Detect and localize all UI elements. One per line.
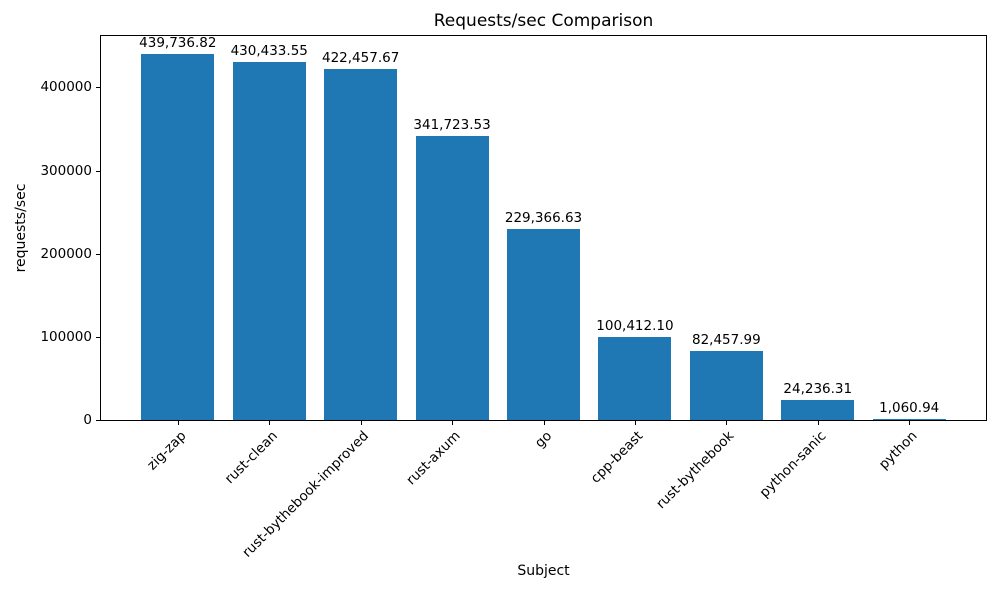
- x-tick-mark: [177, 421, 179, 425]
- y-tick-mark: [96, 420, 100, 421]
- bar: [324, 68, 398, 420]
- y-axis-label: requests/sec: [13, 183, 29, 273]
- y-tick-label: 300000: [40, 162, 92, 179]
- x-tick-label: python-sanic: [756, 428, 830, 501]
- bar-value-label: 1,060.94: [879, 400, 940, 416]
- bar-value-label: 422,457.67: [321, 49, 400, 66]
- x-tick-mark: [543, 421, 545, 425]
- bar: [415, 135, 489, 420]
- x-tick-mark: [909, 421, 911, 425]
- bar-value-label: 430,433.55: [230, 43, 308, 60]
- chart-title: Requests/sec Comparison: [433, 11, 654, 31]
- y-tick-mark: [96, 253, 100, 255]
- x-tick-mark: [726, 421, 728, 425]
- bar: [872, 419, 946, 420]
- x-tick-label: cpp-beast: [587, 428, 647, 487]
- x-tick-label: python: [875, 428, 921, 473]
- bar-value-label: 229,366.63: [504, 210, 583, 227]
- x-tick-mark: [634, 421, 636, 425]
- x-axis-label: Subject: [517, 563, 570, 579]
- bar-value-label: 100,412.10: [596, 317, 674, 334]
- bar-value-label: 82,457.99: [691, 332, 761, 349]
- bar: [506, 229, 581, 420]
- bar: [232, 62, 306, 420]
- x-tick-label: go: [531, 428, 555, 452]
- x-tick-mark: [360, 421, 362, 425]
- y-tick-label: 100000: [40, 328, 92, 345]
- x-tick-mark: [269, 421, 271, 425]
- x-tick-label: rust-bythebook: [653, 428, 738, 513]
- bar: [781, 399, 855, 420]
- y-tick-label: 400000: [40, 79, 92, 96]
- bar: [141, 54, 215, 420]
- bar-value-label: 341,723.53: [413, 116, 491, 133]
- bar-value-label: 439,736.82: [139, 35, 217, 52]
- x-tick-mark: [817, 421, 819, 425]
- x-tick-mark: [452, 421, 454, 425]
- plot-area: 439,736.82 430,433.55 422,457.67 341,723.53…: [100, 35, 987, 421]
- y-tick-mark: [96, 87, 100, 89]
- y-tick-mark: [96, 170, 100, 172]
- bar: [689, 351, 763, 420]
- y-tick-mark: [96, 336, 100, 338]
- x-tick-label: rust-clean: [221, 428, 281, 488]
- y-tick-label: 0: [83, 412, 92, 428]
- bar-value-label: 24,236.31: [783, 380, 853, 397]
- x-tick-label: rust-axum: [403, 428, 464, 489]
- y-tick-label: 200000: [40, 245, 92, 262]
- bar: [598, 336, 672, 420]
- x-tick-label: zig-zap: [143, 428, 190, 474]
